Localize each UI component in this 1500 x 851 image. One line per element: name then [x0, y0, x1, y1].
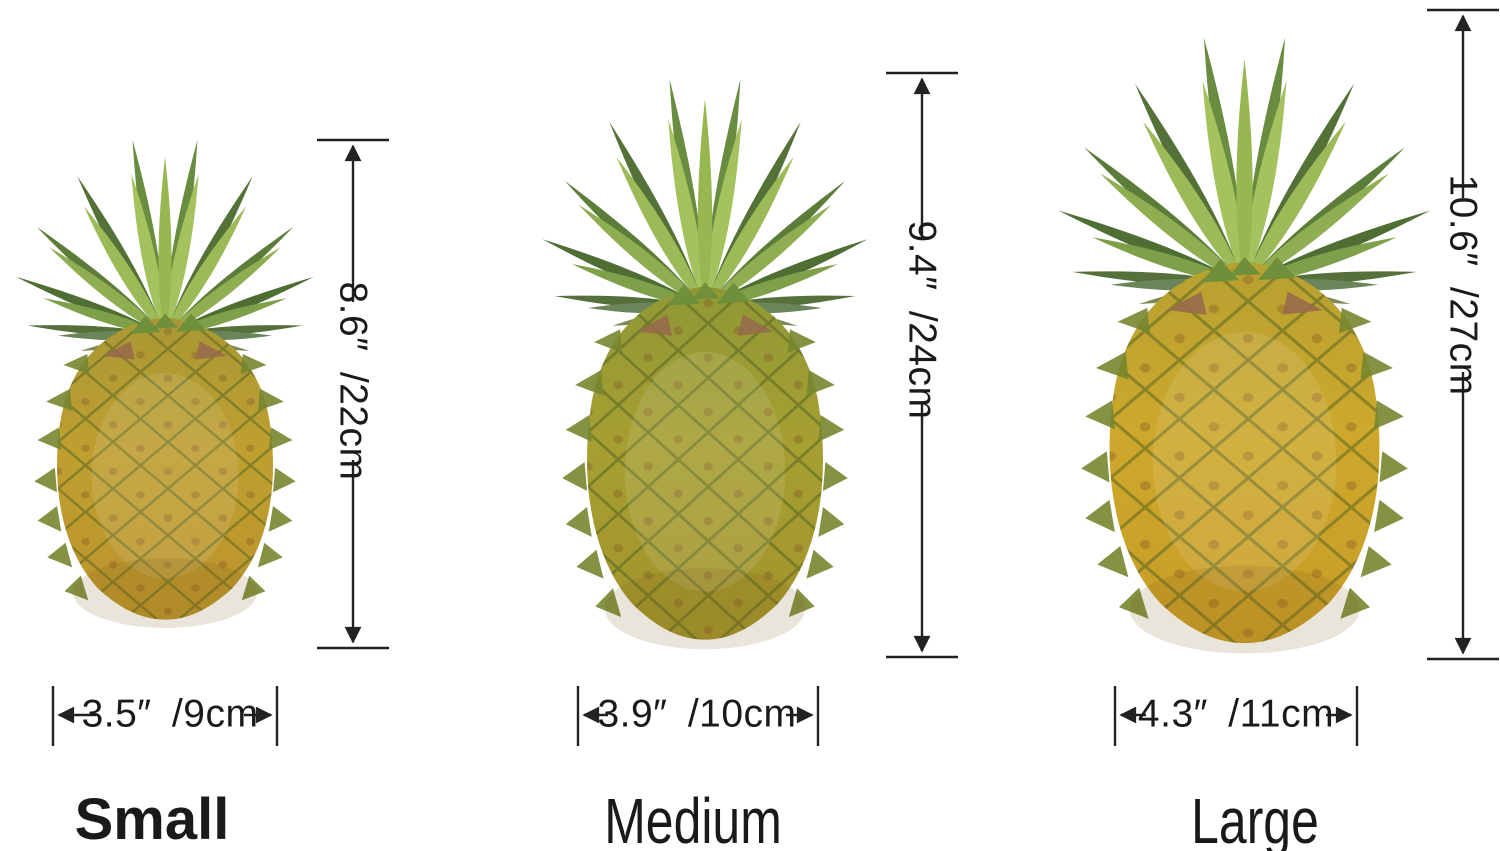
size-label-small: Small — [74, 787, 230, 851]
height-measurement-small: 8.6″ /22cm — [331, 281, 375, 481]
height-measurement-large: 10.6″ /27cm — [1441, 174, 1485, 396]
pineapple-medium-image — [540, 78, 870, 649]
pineapple-large-image — [1056, 37, 1434, 654]
width-measurement-large: 4.3″ /11cm — [1137, 692, 1335, 736]
height-dimension-medium — [886, 71, 958, 659]
width-measurement-medium: 3.9″ /10cm — [597, 692, 797, 736]
height-dimension-small — [317, 138, 389, 650]
width-dimension-large — [1113, 686, 1359, 746]
width-measurement-small: 3.5″ /9cm — [81, 692, 259, 736]
pineapple-small-image — [14, 139, 316, 628]
size-label-large: Large — [1191, 785, 1319, 851]
height-measurement-medium: 9.4″ /24cm — [900, 220, 944, 420]
size-label-medium: Medium — [604, 785, 782, 851]
width-dimension-medium — [576, 686, 820, 746]
width-dimension-small — [51, 686, 279, 746]
height-dimension-large — [1427, 8, 1499, 661]
